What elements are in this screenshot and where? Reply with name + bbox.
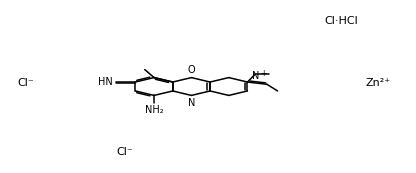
- Text: Cl⁻: Cl⁻: [117, 147, 134, 157]
- Text: O: O: [188, 65, 195, 75]
- Text: Cl·HCl: Cl·HCl: [324, 16, 358, 26]
- Text: N: N: [252, 71, 259, 81]
- Text: HN: HN: [98, 77, 113, 87]
- Text: NH₂: NH₂: [145, 105, 163, 115]
- Text: +: +: [260, 69, 266, 78]
- Text: N: N: [188, 98, 195, 108]
- Text: Zn²⁺: Zn²⁺: [366, 78, 391, 88]
- Text: Cl⁻: Cl⁻: [17, 78, 34, 88]
